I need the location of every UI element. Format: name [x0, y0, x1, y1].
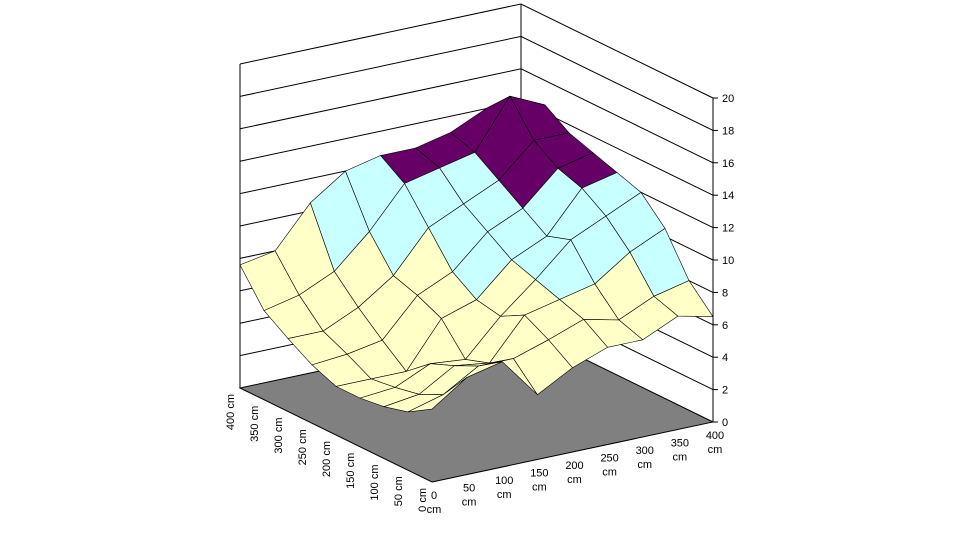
y-tick-label: 150 cm — [345, 453, 357, 489]
y-tick-label: 300 cm — [273, 418, 285, 454]
y-axis: 0 cm 50 cm 100 cm 150 cm 200 cm 250 cm 300 cm 3… — [225, 394, 429, 512]
z-tick-label: 2 — [722, 385, 728, 397]
x-tick-label: 150 cm — [530, 468, 548, 494]
z-tick-label: 18 — [722, 125, 734, 137]
y-tick-label: 250 cm — [297, 429, 309, 465]
y-tick-label: 50 cm — [393, 476, 405, 506]
z-tick-label: 16 — [722, 158, 734, 170]
x-tick-label: 0 cm — [427, 490, 442, 516]
y-tick-label: 350 cm — [249, 406, 261, 442]
x-tick-label: 400 cm — [706, 430, 724, 456]
z-tick-label: 6 — [722, 320, 728, 332]
gridline — [239, 3, 714, 99]
z-axis: 0 2 4 6 8 10 12 14 16 18 20 — [712, 93, 734, 429]
x-tick-label: 200 cm — [565, 460, 583, 486]
z-tick-label: 14 — [722, 190, 734, 202]
z-tick-label: 0 — [722, 417, 728, 429]
x-tick-label: 100 cm — [495, 475, 513, 501]
y-tick-label: 200 cm — [321, 441, 333, 477]
z-tick-label: 10 — [722, 255, 734, 267]
y-tick-label: 0 cm — [417, 488, 429, 512]
y-tick-label: 400 cm — [225, 394, 237, 430]
x-tick-label: 250 cm — [600, 453, 618, 479]
surface-mesh — [239, 95, 714, 413]
y-tick-label: 100 cm — [369, 465, 381, 501]
x-tick-label: 50 cm — [462, 483, 477, 509]
x-tick-label: 300 cm — [636, 445, 654, 471]
z-tick-label: 20 — [722, 93, 734, 105]
x-tick-label: 350 cm — [671, 438, 689, 464]
z-tick-label: 12 — [722, 223, 734, 235]
z-tick-label: 8 — [722, 287, 728, 299]
surface-cell — [407, 376, 468, 413]
x-axis: 0 cm 50 cm 100 cm 150 cm 200 cm 250 cm 300 cm 350 cm 400… — [427, 430, 725, 516]
z-tick-label: 4 — [722, 352, 728, 364]
